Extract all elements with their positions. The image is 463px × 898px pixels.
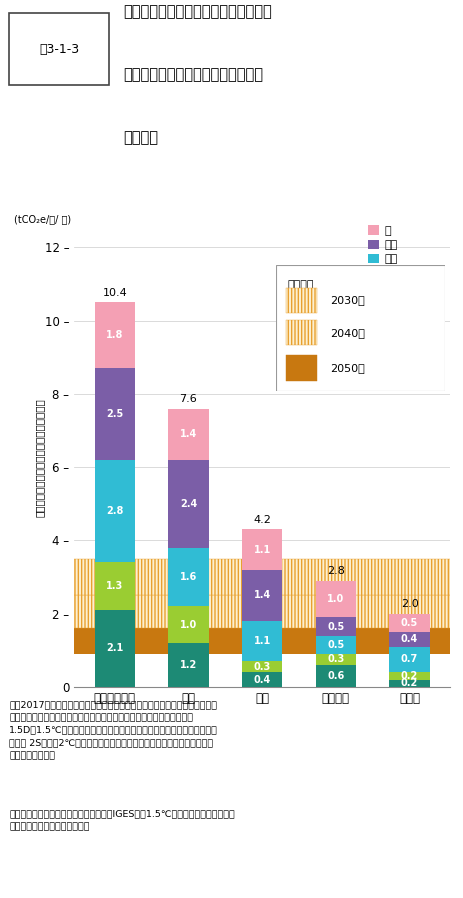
Text: 10.4: 10.4: [102, 288, 127, 298]
Text: 2.0: 2.0: [400, 599, 418, 610]
Bar: [74, 559, 449, 595]
Text: 一人当たりライフスタイル・カーボン: 一人当たりライフスタイル・カーボン: [123, 4, 271, 20]
Text: 0.2: 0.2: [400, 678, 417, 688]
Y-axis label: ライフスタイル・カーボンフットプリント: ライフスタイル・カーボンフットプリント: [34, 399, 44, 517]
Text: 0.5: 0.5: [326, 621, 344, 631]
Text: 1.6: 1.6: [180, 572, 197, 582]
Bar: [388, 613, 429, 632]
Text: 1.0: 1.0: [326, 594, 344, 604]
Text: 0.5: 0.5: [400, 618, 417, 628]
Text: 1.4: 1.4: [180, 429, 197, 439]
Bar: [241, 673, 282, 687]
Text: 資料：公益財団法人地球環境戦略機関（IGES）「1.5℃ライフスタイル一脱炭素
型の暮らしを実現する選择肢」: 資料：公益財団法人地球環境戦略機関（IGES）「1.5℃ライフスタイル一脱炭素 …: [9, 809, 235, 831]
Bar: [286, 287, 316, 313]
Bar: [388, 673, 429, 680]
Text: 1.3: 1.3: [106, 581, 123, 591]
Bar: [315, 665, 356, 687]
Text: 1.1: 1.1: [253, 544, 270, 555]
Text: 2030年: 2030年: [330, 295, 364, 305]
Bar: [168, 409, 208, 460]
Bar: [94, 460, 135, 562]
Text: (tCO₂e/人/ 年): (tCO₂e/人/ 年): [14, 215, 71, 224]
Text: 2.1: 2.1: [106, 644, 123, 654]
Text: 1.2: 1.2: [180, 660, 197, 670]
Bar: [241, 621, 282, 661]
Text: 0.7: 0.7: [400, 655, 417, 665]
Text: 0.4: 0.4: [253, 674, 270, 684]
Bar: [94, 562, 135, 610]
Bar: [241, 530, 282, 569]
Text: 0.2: 0.2: [400, 671, 417, 681]
Text: 1.8: 1.8: [106, 330, 123, 340]
Text: 0.5: 0.5: [326, 640, 344, 650]
Bar: [315, 654, 356, 665]
Text: 2050年: 2050年: [330, 363, 364, 373]
Text: 7.6: 7.6: [179, 394, 197, 404]
Bar: [94, 610, 135, 687]
Text: 4.2: 4.2: [253, 515, 270, 525]
Text: 削減目標: 削減目標: [288, 280, 314, 290]
Bar: [168, 548, 208, 606]
Bar: [94, 303, 135, 368]
Bar: [388, 632, 429, 647]
Bar: [241, 569, 282, 621]
Bar: [315, 581, 356, 617]
Bar: [286, 321, 316, 346]
Bar: [168, 606, 208, 643]
Text: 1.4: 1.4: [253, 590, 270, 601]
Bar: [168, 643, 208, 687]
Text: 注：2017年時点の国ごとの平均ライフスタイル・カーボンフットプリントの
推計値。狐色の網掴で示した年ごとの削減目標の下限・上限はそれぞれ
1.5D（1.5℃目: 注：2017年時点の国ごとの平均ライフスタイル・カーボンフットプリントの 推計値…: [9, 700, 218, 761]
Text: フットプリントおよび削減目標との: フットプリントおよび削減目標との: [123, 67, 263, 83]
Bar: [286, 356, 316, 381]
Bar: [388, 647, 429, 673]
Text: 0.3: 0.3: [253, 662, 270, 672]
Bar: [315, 636, 356, 654]
Text: 1.0: 1.0: [180, 620, 197, 629]
Text: 1.1: 1.1: [253, 636, 270, 647]
Text: 0.6: 0.6: [326, 671, 344, 681]
Bar: [9, 13, 109, 85]
Text: 0.3: 0.3: [326, 655, 344, 665]
Bar: [74, 629, 449, 654]
Text: 2040年: 2040年: [330, 328, 364, 338]
Bar: [168, 460, 208, 548]
Text: 2.8: 2.8: [106, 506, 123, 516]
Bar: [241, 661, 282, 673]
Text: 2.4: 2.4: [180, 498, 197, 509]
Bar: [74, 595, 449, 629]
Text: 2.5: 2.5: [106, 409, 123, 419]
Legend: 食, 住居, 移動, その他の消費財, レジャー・サービス: 食, 住居, 移動, その他の消費財, レジャー・サービス: [368, 225, 444, 293]
Text: ギャップ: ギャップ: [123, 130, 157, 145]
Bar: [388, 680, 429, 687]
Bar: [315, 617, 356, 636]
Text: 0.4: 0.4: [400, 634, 417, 645]
Text: 図3-1-3: 図3-1-3: [39, 43, 79, 56]
Bar: [94, 368, 135, 460]
Text: 2.8: 2.8: [326, 567, 344, 577]
